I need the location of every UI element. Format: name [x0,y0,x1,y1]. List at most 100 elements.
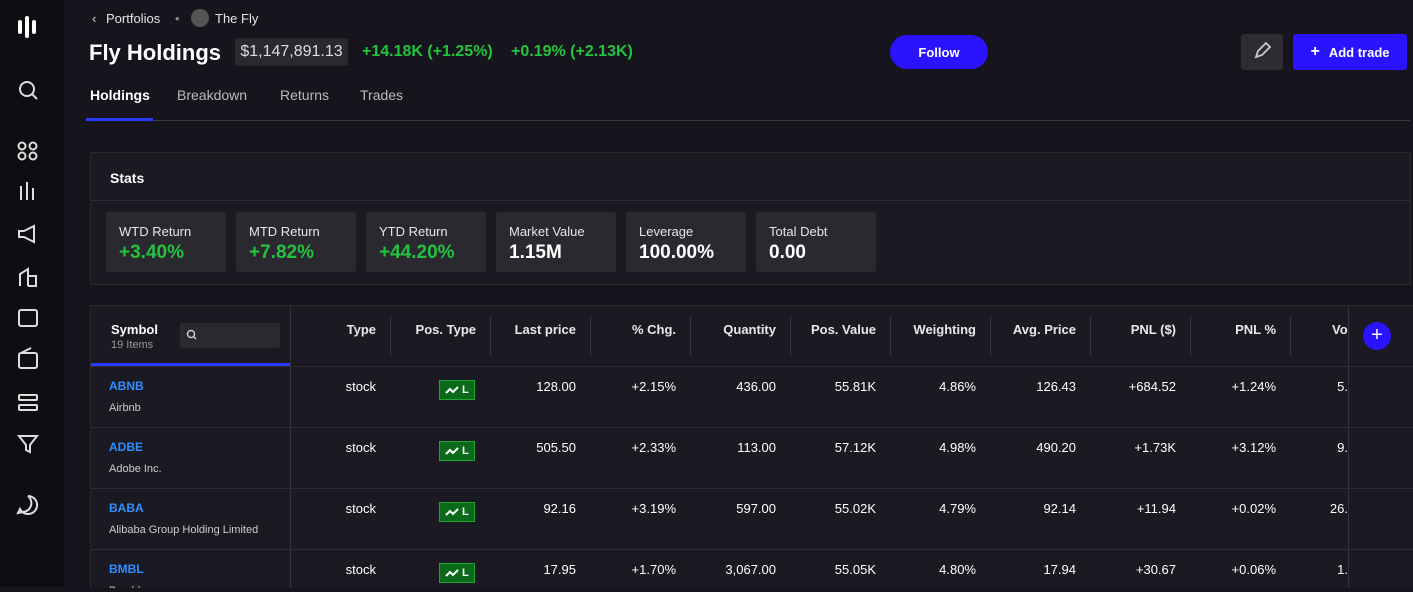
stats-title: Stats [110,170,145,186]
column-header[interactable]: Quantity [723,322,776,337]
stat-label: Market Value [509,224,585,239]
cell: +0.02% [1231,501,1276,516]
cell: 4.98% [939,440,976,455]
column-header[interactable]: Weighting [913,322,976,337]
column-header[interactable]: Avg. Price [1012,322,1076,337]
stat-value: 100.00% [639,242,715,263]
cell: 55.05K [834,562,876,577]
column-header[interactable]: % Chg. [631,322,676,337]
stat-value: +44.20% [379,242,455,263]
cell: 490.20 [1036,440,1076,455]
stat-card: Market Value 1.15M [496,212,616,272]
symbol[interactable]: ADBE [109,440,144,454]
column-header[interactable]: PNL % [1235,322,1276,337]
add-trade-label: Add trade [1328,44,1390,60]
column-border [490,316,491,356]
tab-divider [86,120,1410,121]
cell: stock [345,440,376,455]
cell: 128.00 [536,379,576,394]
action-column-border [1348,306,1349,588]
column-header[interactable]: Type [346,322,376,337]
holdings-table: Symbol 19 Items + Type Pos. Type Last pric… [90,305,1413,588]
cell: stock [345,501,376,516]
tab[interactable]: Trades [360,87,404,103]
cell: +30.67 [1135,562,1176,577]
column-header[interactable]: Pos. Value [810,322,876,337]
cell: 55.02K [834,501,876,516]
breadcrumb-current: The Fly [215,11,259,26]
tab[interactable]: Returns [280,87,330,103]
column-header[interactable]: PNL ($) [1130,322,1176,337]
cell: 505.50 [536,440,576,455]
tab[interactable]: Holdings [90,87,150,103]
column-border [590,316,591,356]
edit-button[interactable] [1241,34,1283,70]
add-column-button[interactable]: + [1363,322,1391,350]
cell: +1.73K [1134,440,1176,455]
trend-icon [445,447,459,455]
stat-value: 0.00 [769,242,806,263]
stat-label: Leverage [639,224,694,239]
column-header[interactable]: Pos. Type [415,322,476,337]
day-change: +14.18K (+1.25%) [362,43,493,60]
position-type: L [462,384,469,396]
portfolio-value: $1,147,891.13 [235,38,348,66]
position-type: L [462,506,469,518]
stat-label: WTD Return [119,224,192,239]
breadcrumb-parent[interactable]: Portfolios [106,11,161,26]
symbol-underline [91,363,290,366]
cell: 92.14 [1043,501,1076,516]
tab-underline [86,118,153,121]
column-header[interactable]: Vo [1332,322,1348,337]
trend-icon [445,569,459,577]
tab[interactable]: Breakdown [177,87,248,103]
stats-panel: Stats WTD Return +3.40% MTD Return +7.82% YT… [90,152,1411,285]
symbol-header[interactable]: Symbol [111,322,158,337]
search-box[interactable] [180,323,280,348]
cell: +3.12% [1231,440,1276,455]
symbol[interactable]: ABNB [109,379,144,393]
column-border [790,316,791,356]
sidebar-icons [16,16,40,515]
trend-icon [445,508,459,516]
cell: +0.06% [1231,562,1276,577]
cell: 3,067.00 [725,562,776,577]
cell: +1.24% [1231,379,1276,394]
position-badge: L [439,441,475,461]
symbol[interactable]: BABA [109,501,144,515]
cell: stock [345,562,376,577]
cell: 55.81K [834,379,876,394]
cell: +1.70% [631,562,676,577]
follow-button[interactable]: Follow [890,35,988,69]
stat-card: MTD Return +7.82% [236,212,356,272]
column-border [690,316,691,356]
cell: 4.86% [939,379,976,394]
add-trade-button[interactable]: + Add trade [1293,34,1407,70]
cell: +3.19% [631,501,676,516]
position-badge: L [439,563,475,583]
column-header[interactable]: Last price [514,322,576,337]
cell: 9. [1337,440,1348,455]
cell: 126.43 [1036,379,1076,394]
row-divider [91,427,1413,428]
symbol[interactable]: BMBL [109,562,144,576]
cell: 436.00 [736,379,776,394]
row-divider [91,488,1413,489]
stat-card: WTD Return +3.40% [106,212,226,272]
company-name: Adobe Inc. [109,463,162,475]
edit-icon [1254,41,1272,59]
cell: 17.94 [1043,562,1076,577]
item-count: 19 Items [111,339,154,351]
other-change: +0.19% (+2.13K) [511,43,633,60]
column-border [890,316,891,356]
stat-value: 1.15M [509,242,562,263]
stat-card: Leverage 100.00% [626,212,746,272]
company-name: Airbnb [109,402,141,414]
position-badge: L [439,380,475,400]
symbol-column-border [290,306,291,588]
company-name: Alibaba Group Holding Limited [109,524,259,536]
breadcrumb-back[interactable]: ‹ [92,11,97,26]
stat-label: MTD Return [249,224,320,239]
cell: 57.12K [834,440,876,455]
